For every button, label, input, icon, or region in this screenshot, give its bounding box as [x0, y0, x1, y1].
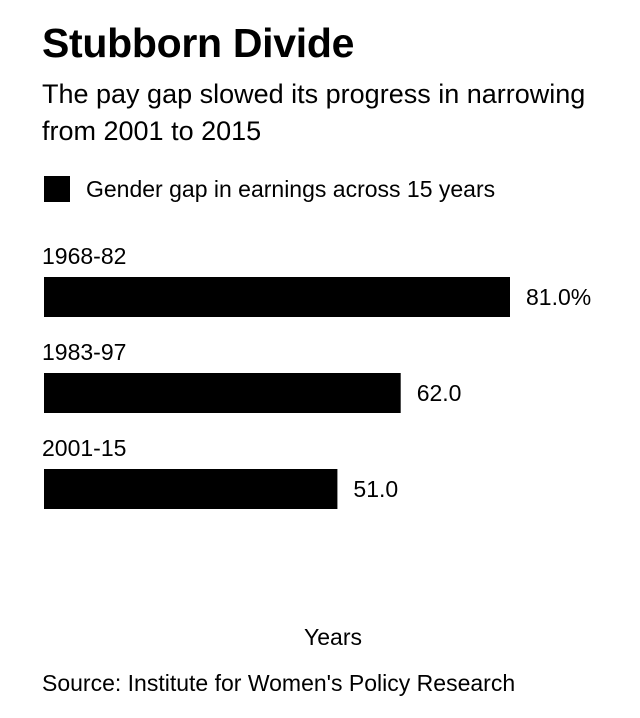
- value-label: 62.0: [417, 380, 462, 406]
- category-label: 2001-15: [42, 435, 126, 461]
- bar: [44, 469, 338, 509]
- bar: [44, 373, 401, 413]
- source-note: Source: Institute for Women's Policy Res…: [42, 670, 516, 696]
- legend-swatch: [44, 176, 70, 202]
- bar: [44, 277, 510, 317]
- chart-subtitle: The pay gap slowed its progress in narro…: [42, 79, 586, 146]
- value-label: 51.0: [353, 476, 398, 502]
- legend: Gender gap in earnings across 15 years: [44, 172, 495, 206]
- x-axis-label: Years: [304, 624, 362, 650]
- category-label: 1983-97: [42, 339, 126, 365]
- chart-title: Stubborn Divide: [42, 20, 355, 66]
- category-label: 1968-82: [42, 243, 126, 269]
- bar-chart: 1968-82 81.0% 1983-97 62.0 2001-15 51.0: [42, 243, 591, 509]
- legend-label: Gender gap in earnings across 15 years: [86, 175, 496, 202]
- value-label: 81.0%: [526, 284, 591, 310]
